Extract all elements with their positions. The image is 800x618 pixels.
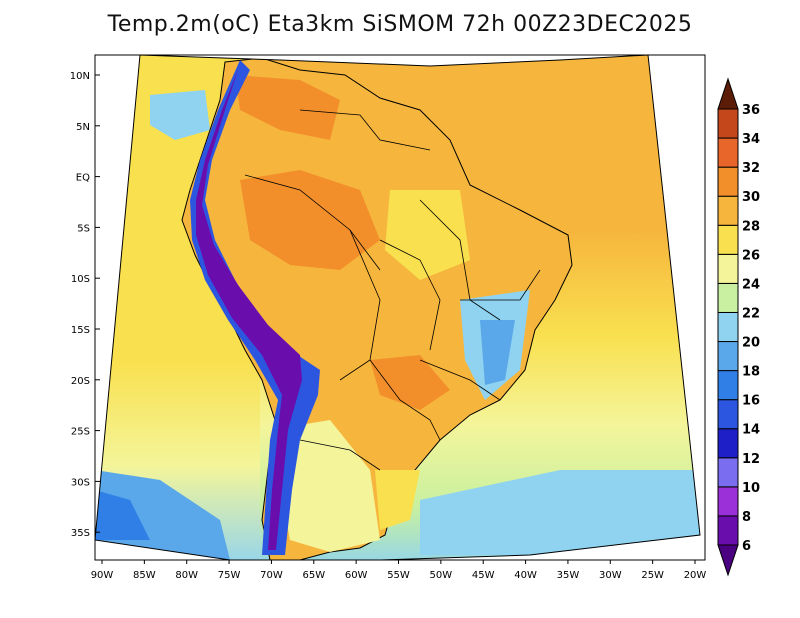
colorbar-label: 22 <box>742 306 760 321</box>
colorbar: 6 8 10 12 14 16 18 20 22 24 26 28 30 32 34 36 <box>717 77 760 577</box>
colorbar-segment <box>717 137 739 168</box>
minas-cold-area <box>480 320 515 385</box>
colorbar-segment <box>717 341 739 372</box>
lon-tick-label: 70W <box>260 570 283 581</box>
map-domain <box>95 55 700 560</box>
colorbar-segment <box>717 370 739 401</box>
lat-tick-label: EQ <box>76 173 90 184</box>
colorbar-segment <box>717 399 739 430</box>
lat-tick-label: 5S <box>77 223 90 234</box>
colorbar-label: 32 <box>742 161 760 176</box>
colorbar-segment <box>717 486 739 517</box>
colorbar-label: 34 <box>742 132 760 147</box>
lon-tick-label: 80W <box>175 570 198 581</box>
colorbar-label: 10 <box>742 481 760 496</box>
colorbar-segment <box>717 515 739 546</box>
uruguay-area <box>375 470 420 530</box>
lon-tick-label: 40W <box>514 570 537 581</box>
lat-tick-label: 5N <box>76 122 90 133</box>
colorbar-label: 36 <box>742 103 760 118</box>
lon-tick-label: 75W <box>218 570 241 581</box>
colorbar-segment <box>717 311 739 343</box>
lon-tick-label: 25W <box>641 570 664 581</box>
lon-tick-label: 55W <box>387 570 410 581</box>
colorbar-label: 16 <box>742 394 760 409</box>
colorbar-segment <box>717 108 739 139</box>
brazil-state-border-2 <box>379 239 441 351</box>
colorbar-segment <box>717 428 739 459</box>
pacific-cool-patch <box>150 90 210 140</box>
colorbar-label: 28 <box>742 219 760 234</box>
longitude-ticks: 90W 85W 80W 75W 70W 65W 60W 55W 50W 45W 40W 35W 30W 2… <box>91 560 707 581</box>
lon-tick-label: 50W <box>430 570 453 581</box>
colorbar-label: 18 <box>742 365 760 380</box>
latitude-ticks: 10N 5N EQ 5S 10S 15S 20S 25S 30S 35S <box>70 71 100 539</box>
map-title: Temp.2m(oC) Eta3km SiSMOM 72h 00Z23DEC20… <box>107 12 693 37</box>
axes-frame <box>94 54 706 561</box>
lon-tick-label: 20W <box>684 570 707 581</box>
colorbar-label: 26 <box>742 248 760 263</box>
colorbar-label: 20 <box>742 336 760 351</box>
colorbar-segment <box>717 224 739 255</box>
colorbar-label: 12 <box>742 452 760 467</box>
domain-outline <box>94 54 701 561</box>
peru-brazil-border <box>244 174 381 271</box>
venezuela-border <box>299 109 431 151</box>
lon-tick-label: 85W <box>133 570 156 581</box>
colorbar-segment <box>717 195 739 226</box>
lat-tick-label: 10N <box>70 71 90 82</box>
colorbar-segment <box>717 282 739 313</box>
colorbar-segment <box>717 253 739 284</box>
andes-coldest-band <box>196 70 302 550</box>
lat-tick-label: 10S <box>71 274 90 285</box>
lat-tick-label: 35S <box>71 528 90 539</box>
brazil-state-border-4 <box>419 359 501 401</box>
colorbar-high-extension <box>717 77 739 110</box>
colorbar-label: 30 <box>742 190 760 205</box>
bolivia-border <box>339 229 381 381</box>
lat-tick-label: 30S <box>71 477 90 488</box>
parana-hot-area <box>370 355 450 410</box>
south-atlantic-cool-area <box>420 470 700 555</box>
colorbar-label: 14 <box>742 423 760 438</box>
lon-tick-label: 90W <box>91 570 114 581</box>
country-borders <box>244 109 541 471</box>
south-pacific-cold-area <box>95 490 150 540</box>
central-brazil-mild-area <box>385 190 470 280</box>
colorbar-label: 8 <box>742 510 751 525</box>
colorbar-low-extension <box>717 544 739 577</box>
lon-tick-label: 30W <box>599 570 622 581</box>
lon-tick-label: 65W <box>302 570 325 581</box>
northern-hot-area <box>235 75 340 140</box>
lat-tick-label: 20S <box>71 376 90 387</box>
colorbar-label: 24 <box>742 277 760 292</box>
colorbar-segment <box>717 166 739 197</box>
colorbar-segment <box>717 457 739 488</box>
brazil-state-border-1 <box>419 199 501 321</box>
lat-tick-label: 25S <box>71 427 90 438</box>
lat-tick-label: 15S <box>71 325 90 336</box>
colorbar-label: 6 <box>742 539 751 554</box>
lon-tick-label: 45W <box>472 570 495 581</box>
lon-tick-label: 35W <box>557 570 580 581</box>
paraguay-border <box>369 359 441 441</box>
lon-tick-label: 60W <box>345 570 368 581</box>
argentina-north-border <box>299 439 381 471</box>
brazil-state-border-3 <box>460 269 541 301</box>
amazon-hot-area <box>240 170 380 270</box>
